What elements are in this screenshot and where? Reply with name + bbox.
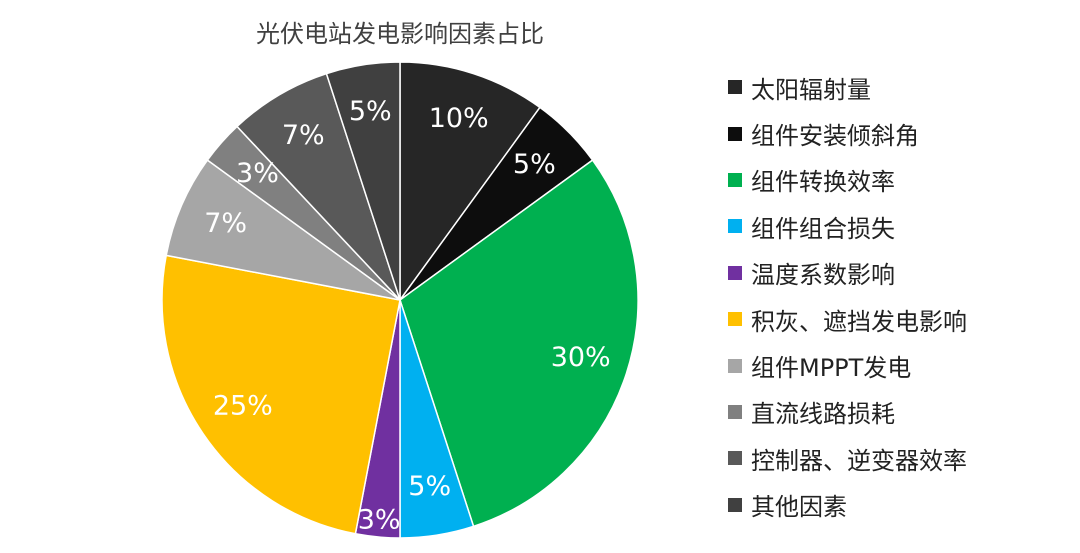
legend-swatch-6: [728, 358, 742, 373]
legend-label-3: 组件组合损失: [751, 214, 895, 243]
pie-slice-0: [399, 61, 541, 303]
data-label-6: 7%: [204, 208, 247, 239]
legend-swatch-1: [728, 126, 742, 141]
data-label-2: 30%: [551, 342, 611, 373]
data-label-7: 3%: [236, 158, 279, 189]
pie-slices: [161, 61, 639, 539]
legend-label-6: 组件MPPT发电: [751, 354, 912, 383]
legend-item-7: 直流线路损耗: [728, 389, 967, 435]
legend-item-5: 积灰、遮挡发电影响: [728, 296, 967, 342]
data-label-4: 3%: [358, 505, 401, 536]
pie-slice-9: [325, 61, 401, 301]
legend-label-9: 其他因素: [751, 493, 847, 522]
legend-swatch-2: [728, 172, 742, 187]
data-label-3: 5%: [408, 471, 451, 502]
legend-label-2: 组件转换效率: [751, 168, 895, 197]
legend-swatch-7: [728, 404, 742, 419]
legend-swatch-5: [728, 312, 742, 327]
legend-item-6: 组件MPPT发电: [728, 342, 967, 388]
legend-item-9: 其他因素: [728, 482, 967, 528]
legend-label-1: 组件安装倾斜角: [751, 122, 919, 151]
data-label-5: 25%: [213, 390, 273, 421]
legend-item-1: 组件安装倾斜角: [728, 110, 967, 156]
legend: 太阳辐射量组件安装倾斜角 组件转换效率 组件组合损失 温度系数影响积灰、遮挡发电影响组…: [728, 64, 967, 528]
pie-chart: 10%5%30%5%3%25%7%3%7%5%: [161, 61, 639, 539]
legend-item-2: 组件转换效率: [728, 157, 967, 203]
pie-slice-5: [161, 254, 401, 535]
pie-slice-2: [399, 159, 639, 528]
legend-swatch-4: [728, 265, 742, 280]
data-label-1: 5%: [513, 149, 556, 180]
chart-title: 光伏电站发电影响因素占比: [256, 20, 544, 48]
legend-label-0: 太阳辐射量: [751, 75, 871, 104]
pie-data-labels: 10%5%30%5%3%25%7%3%7%5%: [204, 96, 610, 536]
legend-label-8: 控制器、逆变器效率: [751, 446, 967, 475]
legend-swatch-3: [728, 219, 742, 234]
legend-item-8: 控制器、逆变器效率: [728, 435, 967, 481]
legend-item-4: 温度系数影响: [728, 250, 967, 296]
legend-item-0: 太阳辐射量: [728, 64, 967, 110]
legend-label-7: 直流线路损耗: [751, 400, 895, 429]
legend-label-5: 积灰、遮挡发电影响: [751, 307, 967, 336]
data-label-8: 7%: [282, 120, 325, 151]
legend-swatch-0: [728, 80, 742, 95]
pie-slice-8: [236, 72, 401, 301]
legend-label-4: 温度系数影响: [751, 261, 895, 290]
legend-swatch-9: [728, 497, 742, 512]
pie-slice-6: [165, 159, 401, 301]
data-label-0: 10%: [429, 103, 489, 134]
legend-item-3: 组件组合损失: [728, 203, 967, 249]
legend-swatch-8: [728, 451, 742, 466]
data-label-9: 5%: [349, 96, 392, 127]
